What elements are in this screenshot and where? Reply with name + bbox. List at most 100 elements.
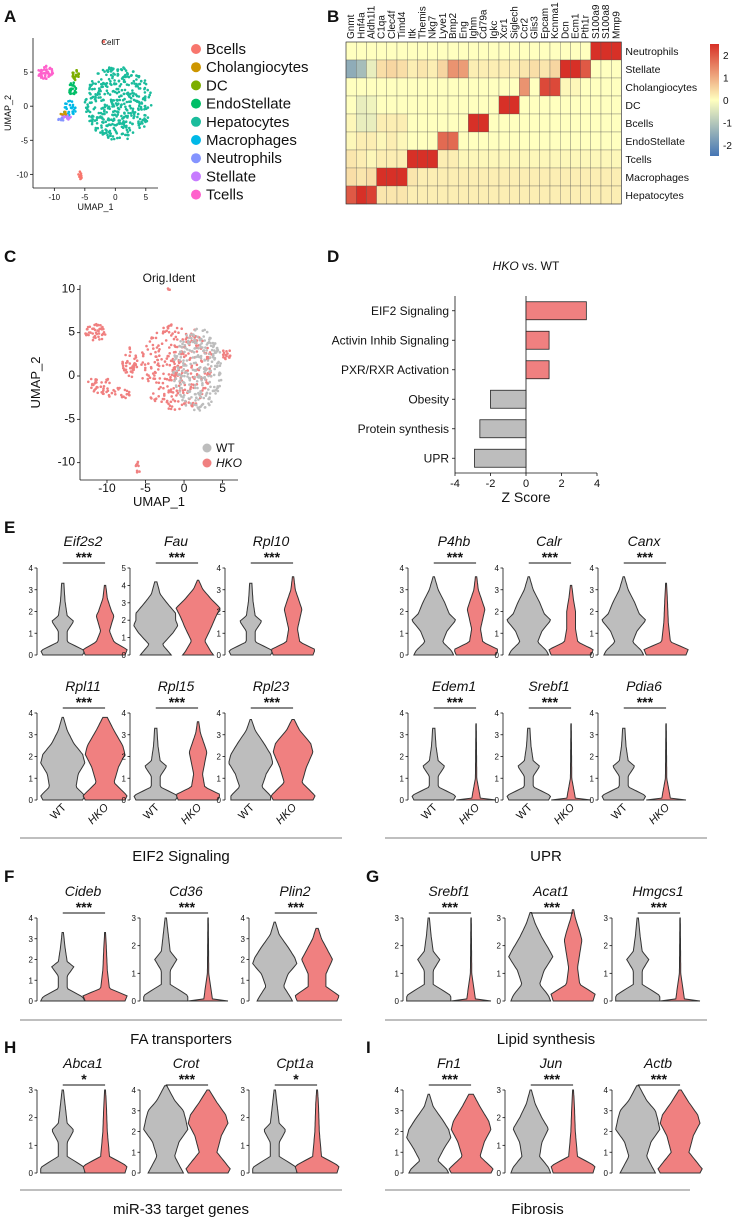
- heatmap-cell: [478, 167, 489, 187]
- y-tick-label: 3: [217, 731, 222, 740]
- umap-point: [206, 363, 210, 366]
- umap-point: [150, 367, 153, 370]
- umap-point: [200, 342, 203, 345]
- heatmap-cell: [539, 59, 551, 79]
- violin-hko: [294, 927, 340, 1002]
- violin-hko: [454, 576, 499, 656]
- heatmap-cell: [386, 113, 398, 133]
- umap-point: [123, 112, 126, 115]
- heatmap-cell: [590, 77, 602, 97]
- umap-point: [208, 370, 211, 374]
- colorbar: [710, 44, 719, 156]
- heatmap-cell: [488, 95, 500, 115]
- umap-point: [101, 112, 104, 116]
- umap-point: [155, 381, 158, 384]
- umap-point: [43, 74, 47, 77]
- umap-point: [216, 349, 220, 352]
- umap-point: [106, 106, 110, 110]
- heatmap-gene-label: S100a8: [601, 4, 612, 39]
- umap-point: [108, 395, 111, 398]
- umap-point: [61, 113, 64, 116]
- y-tick-label: 4: [400, 564, 405, 573]
- umap-point: [111, 90, 115, 93]
- y-tick-label: 0: [395, 997, 400, 1006]
- umap-point: [103, 103, 107, 107]
- violin-hko: [456, 723, 497, 801]
- umap-point: [91, 118, 95, 121]
- umap-point: [210, 360, 214, 364]
- umap-point: [121, 132, 125, 135]
- x-group-label: HKO: [647, 801, 673, 827]
- heatmap-cell: [549, 95, 561, 115]
- umap-point: [166, 287, 170, 290]
- y-tick-label: 1: [400, 629, 405, 638]
- heatmap-cell: [570, 77, 581, 97]
- umap-point: [215, 346, 219, 350]
- umap-point: [221, 353, 225, 357]
- heatmap-cell: [458, 167, 469, 187]
- heatmap-cell: [386, 95, 398, 115]
- umap-point: [204, 346, 207, 349]
- umap-point: [128, 126, 131, 130]
- heatmap-cell: [376, 113, 387, 133]
- umap-point: [217, 360, 220, 364]
- umap-point: [164, 339, 168, 342]
- umap-point: [97, 335, 100, 339]
- x-tick-label: 5: [219, 481, 226, 495]
- umap-point: [120, 68, 124, 72]
- violin-wt: [510, 1089, 552, 1174]
- heatmap-cell: [611, 131, 622, 151]
- umap-point: [187, 339, 190, 343]
- violin-wt: [39, 932, 86, 1002]
- umap-point: [98, 338, 101, 341]
- umap-point: [137, 123, 141, 127]
- gene-title: Srebf1: [528, 678, 569, 694]
- umap-point: [195, 341, 198, 345]
- umap-point: [199, 392, 203, 395]
- y-tick-label: 5: [24, 68, 29, 77]
- gene-title: Crot: [173, 1055, 201, 1071]
- heatmap-cell: [386, 77, 398, 97]
- y-tick-label: 4: [217, 564, 222, 573]
- x-axis-label: UMAP_1: [133, 494, 185, 509]
- violin-hko: [188, 917, 229, 1002]
- umap-point: [121, 121, 125, 124]
- violin-wt: [406, 917, 452, 1002]
- heatmap-cell: [417, 77, 428, 97]
- umap-point: [213, 367, 216, 371]
- umap-point: [114, 102, 118, 105]
- umap-point: [204, 368, 208, 372]
- umap-point: [107, 67, 111, 71]
- umap-point: [99, 327, 103, 331]
- umap-point: [194, 392, 197, 396]
- violin-wt: [508, 912, 554, 1002]
- heatmap-cell: [345, 113, 357, 133]
- y-tick-label: 0: [132, 997, 137, 1006]
- heatmap-cell: [529, 41, 540, 61]
- heatmap-cell: [509, 95, 520, 115]
- umap-point: [206, 346, 209, 350]
- x-tick-label: -5: [140, 481, 151, 495]
- heatmap-cell: [549, 77, 561, 97]
- y-tick-label: 3: [29, 935, 34, 944]
- y-tick-label: 0: [29, 1169, 34, 1178]
- heatmap-cell: [356, 185, 367, 205]
- violin-wt: [252, 921, 298, 1002]
- x-group-label: HKO: [179, 801, 205, 827]
- umap-point: [190, 396, 193, 399]
- y-tick-label: 1: [29, 1141, 34, 1150]
- umap-point: [219, 378, 223, 382]
- y-tick-label: 2: [400, 608, 405, 617]
- heatmap-cell: [478, 149, 489, 169]
- umap-point: [71, 84, 74, 87]
- umap-point: [88, 86, 92, 89]
- y-tick-label: 1: [241, 1141, 246, 1150]
- heatmap-cell: [580, 41, 591, 61]
- umap-point: [135, 74, 138, 77]
- heatmap-border: [345, 41, 622, 205]
- umap-point: [97, 90, 101, 93]
- umap-point: [74, 75, 77, 78]
- heatmap-cell: [386, 149, 398, 169]
- umap-point: [184, 338, 188, 341]
- umap-point: [127, 75, 131, 79]
